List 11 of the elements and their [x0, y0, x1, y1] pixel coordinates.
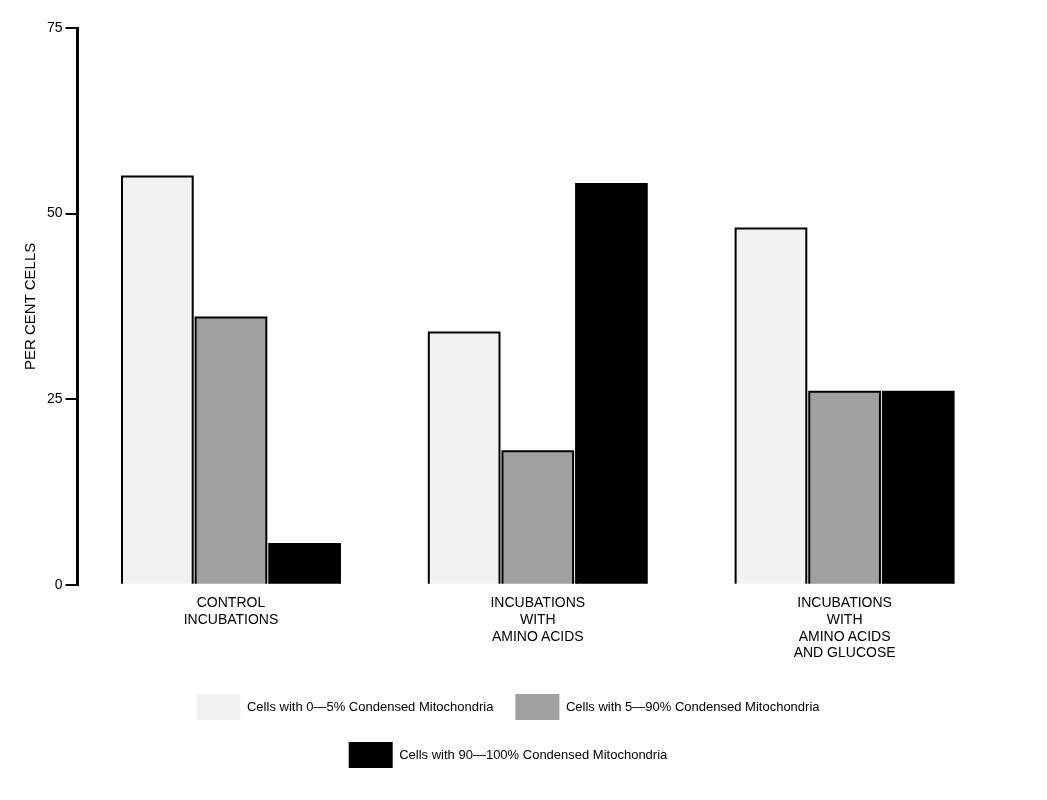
x-tick-label: CONTROL INCUBATIONS — [183, 594, 279, 627]
legend-label: Cells with 0—5% Condensed Mitochondria — [246, 698, 495, 714]
legend-label: Cells with 5—90% Condensed Mitochondria — [565, 698, 821, 714]
y-tick-label: 0 — [54, 575, 63, 592]
x-tick-label: INCUBATIONS WITH AMINO ACIDS — [490, 594, 586, 644]
legend-label: Cells with 90—100% Condensed Mitochondria — [399, 746, 669, 762]
y-tick-label: 25 — [46, 390, 63, 407]
y-axis-title: PER CENT CELLS — [21, 242, 39, 371]
y-tick-label: 75 — [46, 18, 63, 35]
x-tick-label: INCUBATIONS WITH AMINO ACIDS AND GLUCOSE — [793, 594, 896, 661]
y-tick-label: 50 — [46, 204, 63, 221]
